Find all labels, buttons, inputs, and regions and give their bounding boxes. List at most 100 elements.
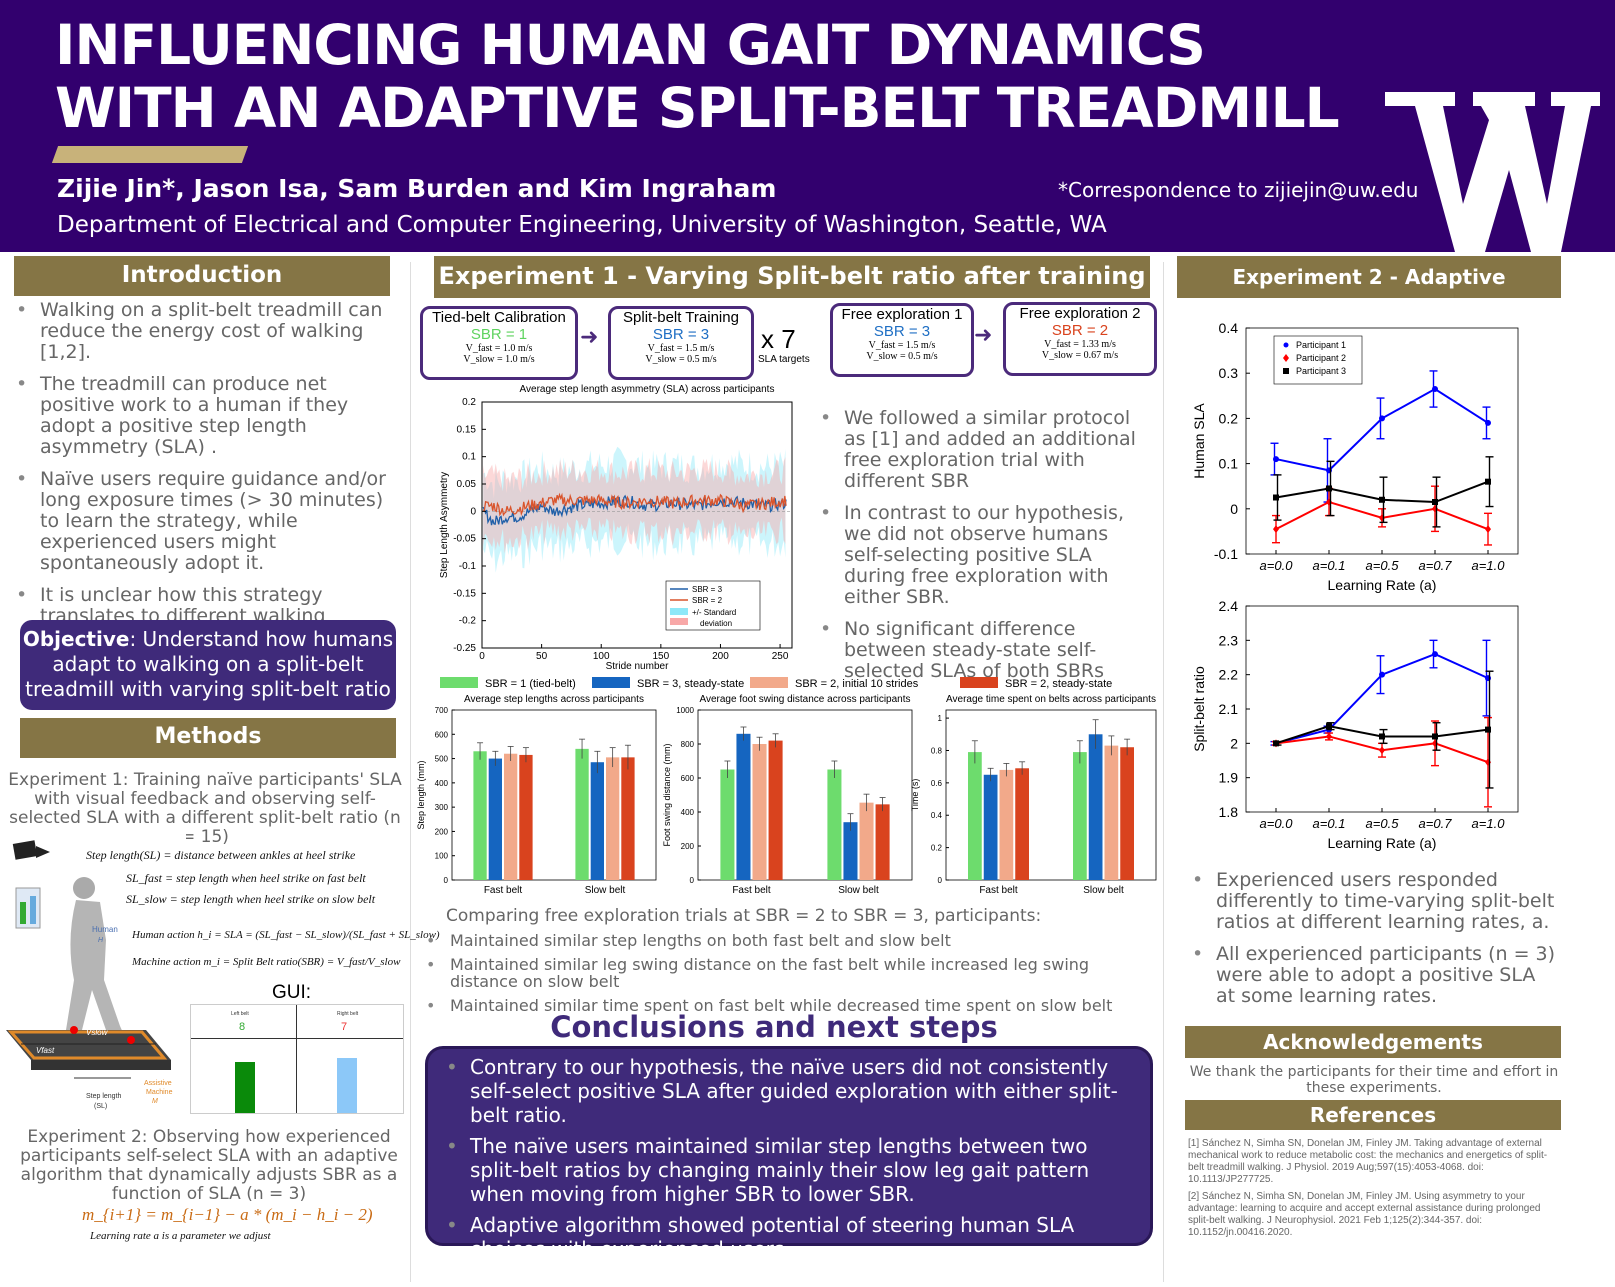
x-tick-label: a=1.0 (1472, 558, 1506, 573)
x-tick-label: 250 (772, 651, 789, 662)
bar (999, 769, 1014, 880)
flow-box-free2: Free exploration 2 SBR = 2 V_fast = 1.33… (1003, 302, 1157, 376)
chart-title: Average time spent on belts across parti… (946, 694, 1156, 705)
y-tick-label: -0.2 (459, 616, 477, 627)
flow-box-vfast: V_fast = 1.33 m/s (1044, 339, 1116, 350)
vfast-label: Vfast (36, 1046, 55, 1055)
bar (621, 757, 635, 880)
machine-label: Machine (146, 1089, 173, 1096)
bar (983, 774, 998, 880)
comparison-bullet: Maintained similar step lengths on both … (426, 932, 1154, 949)
gui-label: GUI: (272, 982, 312, 1003)
arrow-right-icon: ➜ (974, 322, 993, 347)
y-tick-label: 0.15 (457, 424, 477, 435)
y-tick-label: 400 (435, 779, 449, 788)
vslow-label: Vslow (86, 1028, 109, 1037)
legend-label: Participant 3 (1296, 366, 1346, 376)
x-tick-label: 0 (479, 651, 485, 662)
x-tick-label: a=0.0 (1260, 558, 1294, 573)
flow-box-free1: Free exploration 1 SBR = 3 V_fast = 1.5 … (830, 303, 974, 377)
intro-bullet: Walking on a split-belt treadmill can re… (16, 300, 399, 363)
legend-label: SBR = 3 (692, 585, 723, 594)
step-length-label: Step length (86, 1093, 122, 1100)
conclusions-box: Contrary to our hypothesis, the naïve us… (425, 1046, 1153, 1261)
legend-label: SBR = 2 (692, 596, 723, 605)
y-tick-label: 0 (938, 876, 943, 885)
y-tick-label: 1 (938, 714, 943, 723)
x-tick-label: a=0.7 (1419, 558, 1453, 573)
bar (575, 748, 589, 880)
title-accent-bar (51, 146, 249, 163)
methods-heading: Methods (20, 718, 396, 758)
y-tick-label: 0.3 (1219, 365, 1239, 381)
machine-sub-label: M (152, 1098, 158, 1105)
bar (859, 802, 874, 880)
x-tick-label: a=0.7 (1419, 816, 1453, 831)
flow-box-sbr: SBR = 3 (873, 323, 931, 340)
bar (1073, 752, 1087, 880)
exp1-bullet: No significant difference between steady… (820, 619, 1148, 682)
bar (720, 769, 735, 880)
y-tick-label: 0.4 (1219, 320, 1239, 336)
data-point (1379, 415, 1385, 422)
legend-label: +/- Standard (692, 608, 736, 617)
bar (752, 744, 767, 880)
bar (843, 822, 858, 880)
bar (1120, 747, 1134, 880)
flow-box-title: Free exploration 1 (841, 306, 963, 323)
category-label: Slow belt (585, 885, 626, 896)
legend-label: Participant 2 (1296, 353, 1346, 363)
y-tick-label: 600 (435, 730, 449, 739)
gui-right-value: 7 (341, 1021, 348, 1033)
y-tick-label: 800 (681, 740, 695, 749)
human-sla-chart: -0.1 0 0.1 0.2 0.3 0.4 a=0.0 a=0.1 a=0.5 a=0.7 a=1… (1191, 320, 1519, 593)
flow-box-vslow: V_slow = 0.67 m/s (1041, 350, 1119, 361)
y-tick-label: 2.3 (1219, 632, 1239, 648)
y-axis-label: Step length (mm) (416, 760, 426, 829)
sla-timeseries-chart: Average step length asymmetry (SLA) acro… (439, 384, 793, 672)
exp1-bullet: In contrast to our hypothesis, we did no… (820, 503, 1148, 608)
y-tick-label: 0.6 (931, 779, 943, 788)
assistive-label: Assistive (144, 1080, 172, 1087)
column-divider (1163, 262, 1164, 1282)
chart-title: Average foot swing distance across parti… (699, 694, 910, 705)
bar (1104, 745, 1119, 880)
acknowledgements-heading: Acknowledgements (1185, 1026, 1561, 1058)
y-tick-label: 2.1 (1219, 701, 1239, 717)
data-point (1485, 525, 1491, 534)
eq-sl-slow: SL_slow = step length when heel strike o… (126, 892, 376, 906)
category-label: Slow belt (1083, 885, 1124, 896)
y-tick-label: 2.4 (1219, 598, 1239, 614)
y-tick-label: 100 (435, 852, 449, 861)
flow-box-sbr: SBR = 3 (652, 326, 710, 343)
bar (1015, 768, 1029, 880)
treadmill-figure: Human H Vslow Vfast Step length (SL) Ass… (6, 830, 186, 1115)
comparison-list: Maintained similar step lengths on both … (424, 932, 1154, 1021)
reference-item: [1] Sánchez N, Simha SN, Donelan JM, Fin… (1188, 1138, 1548, 1185)
bar (968, 752, 982, 880)
bar (504, 753, 518, 880)
y-tick-label: 600 (681, 774, 695, 783)
conclusion-bullet: The naïve users maintained similar step … (446, 1134, 1136, 1206)
bar (606, 757, 620, 880)
y-tick-label: 0 (1230, 501, 1238, 517)
data-point (1273, 525, 1279, 534)
chart-legend: SBR = 3 SBR = 2 +/- Standard deviation (665, 580, 761, 631)
acknowledgements-text: We thank the participants for their time… (1189, 1064, 1559, 1096)
legend-swatch (440, 677, 478, 688)
y-axis-label: Human SLA (1191, 403, 1207, 479)
reference-item: [2] Sánchez N, Simha SN, Donelan JM, Fin… (1188, 1191, 1541, 1238)
y-tick-label: 0 (470, 506, 476, 517)
data-point (1379, 746, 1385, 755)
department: Department of Electrical and Computer En… (57, 212, 1107, 238)
step-length-bar-chart: Average step lengths across participants… (416, 694, 657, 896)
y-tick-label: 1000 (676, 706, 694, 715)
x-tick-label: a=0.5 (1366, 558, 1400, 573)
data-point (1379, 671, 1385, 678)
legend-swatch (960, 677, 998, 688)
x-tick-label: 50 (536, 651, 548, 662)
data-point (1432, 499, 1438, 506)
y-tick-label: 500 (435, 755, 449, 764)
x-tick-label: 150 (653, 651, 670, 662)
bar (473, 751, 487, 880)
